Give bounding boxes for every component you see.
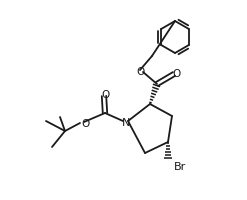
Text: O: O	[136, 67, 144, 77]
Text: N: N	[122, 117, 130, 127]
Text: O: O	[81, 118, 89, 128]
Text: O: O	[172, 69, 180, 79]
Text: O: O	[101, 90, 109, 100]
Text: Br: Br	[174, 161, 186, 171]
